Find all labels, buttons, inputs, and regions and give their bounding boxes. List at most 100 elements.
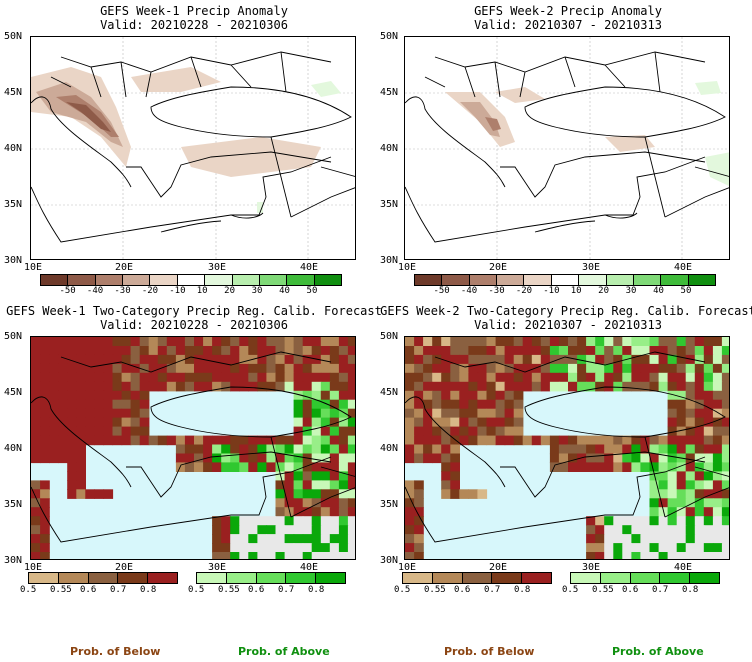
colorbar-swatch <box>432 573 463 583</box>
colorbar-tick-label: 0.8 <box>140 585 157 595</box>
colorbar-swatch <box>690 573 719 583</box>
above-colorbar-labels: 0.5 0.55 0.6 0.7 0.8 <box>562 585 720 596</box>
colorbar-tick-label: 40 <box>653 286 664 296</box>
lat-tick: 40N <box>380 143 399 154</box>
lon-tick: 10E <box>398 562 417 573</box>
anomaly-shading <box>31 67 341 213</box>
lat-tick: 45N <box>4 87 23 98</box>
lat-tick: 30N <box>380 555 399 566</box>
colorbar-tick-label: -50 <box>59 286 76 296</box>
lon-tick: 30E <box>208 262 227 273</box>
lat-tick: 45N <box>4 387 23 398</box>
panel-valid-date: Valid: 20210307 - 20210313 <box>474 18 662 32</box>
below-colorbar <box>28 572 178 584</box>
panel-valid-date: Valid: 20210228 - 20210306 <box>100 318 288 332</box>
colorbar-swatch <box>524 275 552 285</box>
lat-tick: 50N <box>4 331 23 342</box>
probability-grid <box>31 337 355 559</box>
lon-tick: 40E <box>674 262 693 273</box>
probability-grid <box>405 337 729 559</box>
prob-below-label: Prob. of Below <box>444 645 535 658</box>
colorbar-tick-label: -30 <box>114 286 131 296</box>
lat-tick: 30N <box>4 255 23 266</box>
colorbar-swatch <box>286 573 317 583</box>
below-colorbar <box>402 572 552 584</box>
colorbar-swatch <box>497 275 525 285</box>
colorbar-swatch <box>551 275 580 285</box>
lon-tick: 20E <box>489 262 508 273</box>
colorbar-tick-label: -10 <box>543 286 560 296</box>
lat-tick: 30N <box>4 555 23 566</box>
panel-title: GEFS Week-1 Precip Anomaly <box>100 4 288 18</box>
colorbar-tick-label: -30 <box>488 286 505 296</box>
colorbar-tick-label: -20 <box>141 286 159 296</box>
below-colorbar-labels: 0.5 0.55 0.6 0.7 0.8 <box>394 585 552 596</box>
lat-tick: 40N <box>380 443 399 454</box>
colorbar-tick-label: 20 <box>224 286 236 296</box>
colorbar-swatch <box>579 275 607 285</box>
prob-below-label: Prob. of Below <box>70 645 161 658</box>
colorbar-tick-label: 0.55 <box>218 585 240 595</box>
lon-tick: 20E <box>115 562 134 573</box>
colorbar-swatch <box>29 573 59 583</box>
colorbar-tick-label: 0.7 <box>652 585 669 595</box>
colorbar-swatch <box>88 573 119 583</box>
colorbar-swatch <box>123 275 151 285</box>
colorbar-tick-label: 30 <box>625 286 637 296</box>
anomaly-colorbar <box>414 274 716 286</box>
anomaly-colorbar-labels: -50 -40 -30 -20 -10 10 20 30 40 50 <box>40 287 342 297</box>
lon-tick: 30E <box>582 262 601 273</box>
colorbar-tick-label: 50 <box>680 286 692 296</box>
colorbar-swatch <box>462 573 493 583</box>
colorbar-swatch <box>287 275 315 285</box>
colorbar-swatch <box>522 573 551 583</box>
panel-title: GEFS Week-2 Two-Category Precip Reg. Cal… <box>380 304 752 318</box>
lat-tick: 35N <box>4 499 23 510</box>
colorbar-tick-label: 0.55 <box>592 585 614 595</box>
lon-tick: 20E <box>115 262 134 273</box>
colorbar-tick-label: 10 <box>196 286 208 296</box>
colorbar-tick-label: 0.6 <box>248 585 265 595</box>
colorbar-tick-label: 0.7 <box>484 585 501 595</box>
colorbar-tick-label: -40 <box>460 286 478 296</box>
colorbar-swatch <box>492 573 523 583</box>
lat-tick: 45N <box>380 87 399 98</box>
panel-valid-date: Valid: 20210228 - 20210306 <box>100 18 288 32</box>
colorbar-tick-label: 0.8 <box>514 585 531 595</box>
anomaly-colorbar-labels: -50 -40 -30 -20 -10 10 20 30 40 50 <box>414 287 716 297</box>
colorbar-swatch <box>197 573 227 583</box>
colorbar-swatch <box>415 275 443 285</box>
colorbar-tick-label: 20 <box>598 286 610 296</box>
panel-week1-anomaly: GEFS Week-1 Precip Anomaly Valid: 202102… <box>0 0 376 300</box>
lat-tick: 50N <box>380 331 399 342</box>
anomaly-map-week1 <box>30 36 356 260</box>
lat-tick: 50N <box>4 31 23 42</box>
probability-map-week1 <box>30 336 356 560</box>
colorbar-swatch <box>469 275 498 285</box>
colorbar-swatch <box>205 275 233 285</box>
below-colorbar-labels: 0.5 0.55 0.6 0.7 0.8 <box>20 585 178 596</box>
lat-tick: 45N <box>380 387 399 398</box>
colorbar-swatch <box>177 275 206 285</box>
colorbar-tick-label: 10 <box>570 286 582 296</box>
prob-above-label: Prob. of Above <box>238 645 330 658</box>
lon-tick: 40E <box>300 562 319 573</box>
colorbar-swatch <box>403 573 433 583</box>
panel-week2-probability: GEFS Week-2 Two-Category Precip Reg. Cal… <box>376 300 752 662</box>
lat-tick: 35N <box>380 499 399 510</box>
colorbar-tick-label: 0.5 <box>20 585 37 595</box>
colorbar-tick-label: -10 <box>169 286 186 296</box>
colorbar-tick-label: 50 <box>306 286 318 296</box>
lon-tick: 10E <box>24 562 43 573</box>
panel-valid-date: Valid: 20210307 - 20210313 <box>474 318 662 332</box>
colorbar-swatch <box>633 275 662 285</box>
colorbar-swatch <box>442 275 470 285</box>
colorbar-tick-label: 0.5 <box>562 585 579 595</box>
colorbar-swatch <box>660 573 691 583</box>
colorbar-swatch <box>606 275 634 285</box>
colorbar-swatch <box>148 573 177 583</box>
above-colorbar <box>570 572 720 584</box>
colorbar-swatch <box>256 573 287 583</box>
colorbar-swatch <box>232 275 260 285</box>
colorbar-swatch <box>118 573 149 583</box>
